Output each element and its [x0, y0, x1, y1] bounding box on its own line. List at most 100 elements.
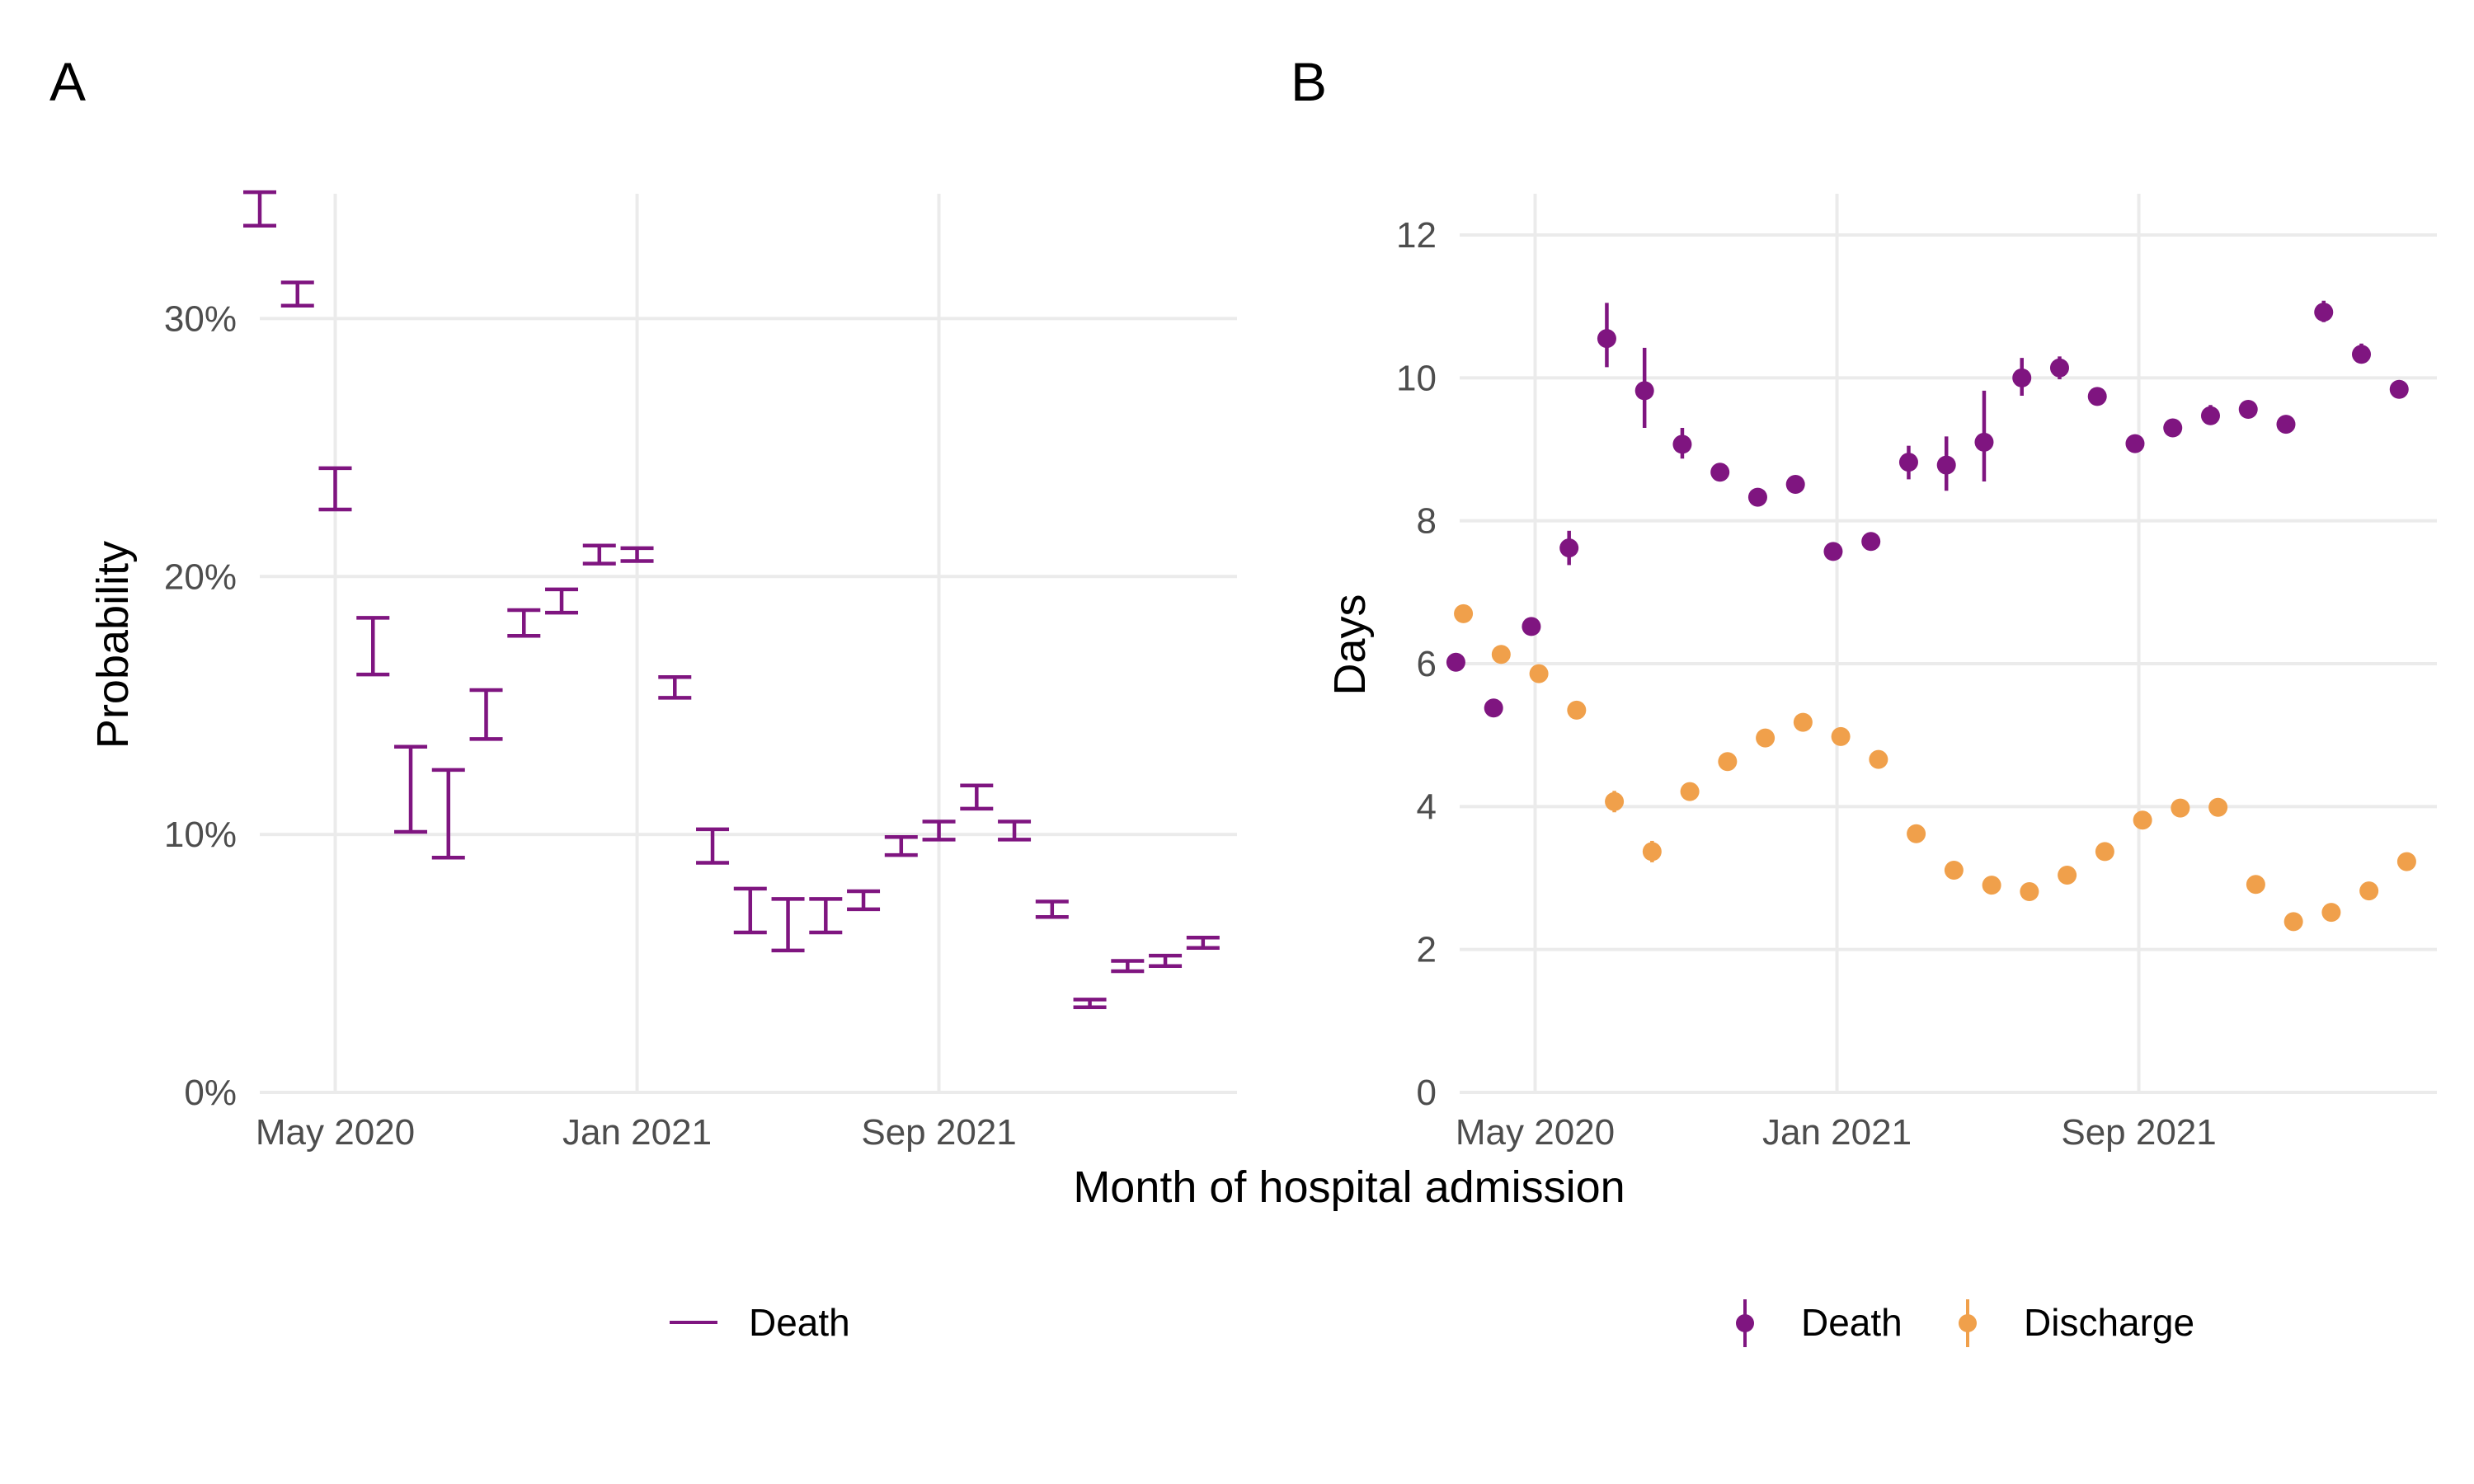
death-error-bar [771, 897, 805, 953]
death-point [2276, 415, 2296, 434]
legend-discharge-point-key [1959, 1314, 1977, 1332]
legend-death-point-key [1736, 1314, 1754, 1332]
death-error-bar [545, 587, 579, 615]
panel-b-y-tick-label: 6 [1417, 644, 1437, 684]
panel-a-x-tick-labels: May 2020 Jan 2021 Sep 2021 [256, 1112, 1017, 1153]
discharge-point [2171, 798, 2190, 818]
discharge-point [1680, 782, 1700, 801]
death-point [2351, 345, 2371, 364]
discharge-point [1756, 728, 1776, 748]
panel-b-y-tick-label: 10 [1396, 358, 1437, 398]
panel-b-y-tick-label: 0 [1417, 1073, 1437, 1113]
panel-a-x-tick-label: Jan 2021 [562, 1112, 712, 1153]
discharge-point [2058, 866, 2077, 885]
death-error-bar [1035, 899, 1069, 919]
discharge-point [1718, 752, 1738, 772]
discharge-point [2020, 881, 2039, 901]
death-point [2012, 368, 2032, 387]
discharge-point [1944, 860, 1964, 880]
discharge-point [2133, 810, 2152, 830]
discharge-point [1491, 645, 1511, 665]
panel-b-y-axis-label: Days [1325, 594, 1375, 695]
discharge-point [1793, 712, 1813, 732]
panel-a-y-axis-label: Probability [88, 541, 138, 749]
death-error-bar [884, 835, 918, 857]
death-point [1936, 455, 1956, 475]
panel-a-legend: Death [670, 1301, 850, 1344]
panel-b-point-ranges [1446, 300, 2416, 932]
death-error-bar [1073, 998, 1107, 1010]
death-error-bar [809, 897, 843, 935]
discharge-point [2208, 797, 2228, 817]
discharge-point [1605, 791, 1625, 811]
shared-x-axis-label: Month of hospital admission [1073, 1162, 1625, 1212]
death-error-bar [1186, 936, 1220, 951]
panel-a: A 0% 10% 20% 30% May 2020 Jan 2021 Sep 2021 P… [49, 51, 1237, 1344]
panel-a-gridlines [260, 194, 1237, 1094]
panel-b-legend-discharge-label: Discharge [2024, 1301, 2194, 1344]
panel-b-x-tick-label: Sep 2021 [2061, 1112, 2216, 1153]
panel-b-y-tick-label: 8 [1417, 501, 1437, 542]
death-error-bar [658, 675, 692, 700]
discharge-point [2284, 912, 2303, 932]
death-error-bar [469, 688, 503, 741]
death-point [1597, 329, 1616, 349]
death-error-bar [507, 608, 541, 638]
discharge-point [1907, 824, 1926, 843]
panel-b-y-tick-label: 4 [1417, 787, 1437, 827]
death-point [1484, 698, 1503, 718]
discharge-point [2359, 881, 2379, 901]
panel-a-y-tick-labels: 0% 10% 20% 30% [164, 298, 237, 1113]
death-point [1747, 487, 1767, 507]
death-point [1446, 652, 1465, 672]
death-error-bar [431, 768, 465, 860]
death-error-bar [620, 546, 654, 563]
death-point [2125, 434, 2145, 453]
discharge-point [1982, 876, 2001, 895]
death-point [2163, 418, 2183, 438]
discharge-point [1529, 664, 1549, 683]
panel-b-x-tick-label: May 2020 [1456, 1112, 1615, 1153]
panel-b-legend: Death Discharge [1736, 1299, 2194, 1347]
panel-a-error-bars [243, 190, 1220, 1010]
death-error-bar [1111, 959, 1145, 974]
death-error-bar [356, 616, 390, 677]
death-error-bar [922, 819, 956, 842]
discharge-point [1454, 603, 1474, 623]
panel-a-y-tick-label: 20% [164, 556, 237, 597]
panel-b-y-tick-labels: 0 2 4 6 8 10 12 [1396, 215, 1437, 1113]
panel-b-legend-death-label: Death [1801, 1301, 1903, 1344]
panel-b-y-tick-label: 2 [1417, 930, 1437, 970]
panel-a-y-tick-label: 0% [184, 1073, 237, 1113]
death-point [2087, 387, 2107, 406]
death-error-bar [280, 280, 314, 308]
death-point [1974, 432, 1994, 452]
death-error-bar [243, 190, 276, 228]
death-error-bar [582, 543, 616, 566]
panel-b-x-tick-labels: May 2020 Jan 2021 Sep 2021 [1456, 1112, 2217, 1153]
death-error-bar [847, 889, 881, 912]
death-error-bar [733, 886, 767, 935]
death-point [2200, 406, 2220, 425]
death-point [2389, 379, 2409, 399]
death-point [1634, 381, 1654, 401]
panel-a-letter: A [49, 51, 86, 112]
death-error-bar [318, 466, 352, 512]
death-point [2314, 303, 2334, 322]
discharge-point [2095, 842, 2114, 862]
panel-b-gridlines [1460, 194, 2437, 1094]
death-error-bar [1149, 953, 1183, 968]
panel-a-x-tick-label: Sep 2021 [861, 1112, 1016, 1153]
death-point [1898, 453, 1918, 472]
panel-a-x-tick-label: May 2020 [256, 1112, 415, 1153]
panel-a-y-tick-label: 30% [164, 298, 237, 339]
panel-a-legend-death-label: Death [749, 1301, 850, 1344]
panel-b-y-tick-label: 12 [1396, 215, 1437, 256]
discharge-point [2396, 852, 2416, 871]
death-point [1672, 434, 1692, 454]
panel-b-letter: B [1291, 51, 1327, 112]
discharge-point [1642, 842, 1662, 862]
death-point [1861, 532, 1881, 552]
death-point [2238, 399, 2258, 419]
discharge-point [1831, 726, 1851, 746]
